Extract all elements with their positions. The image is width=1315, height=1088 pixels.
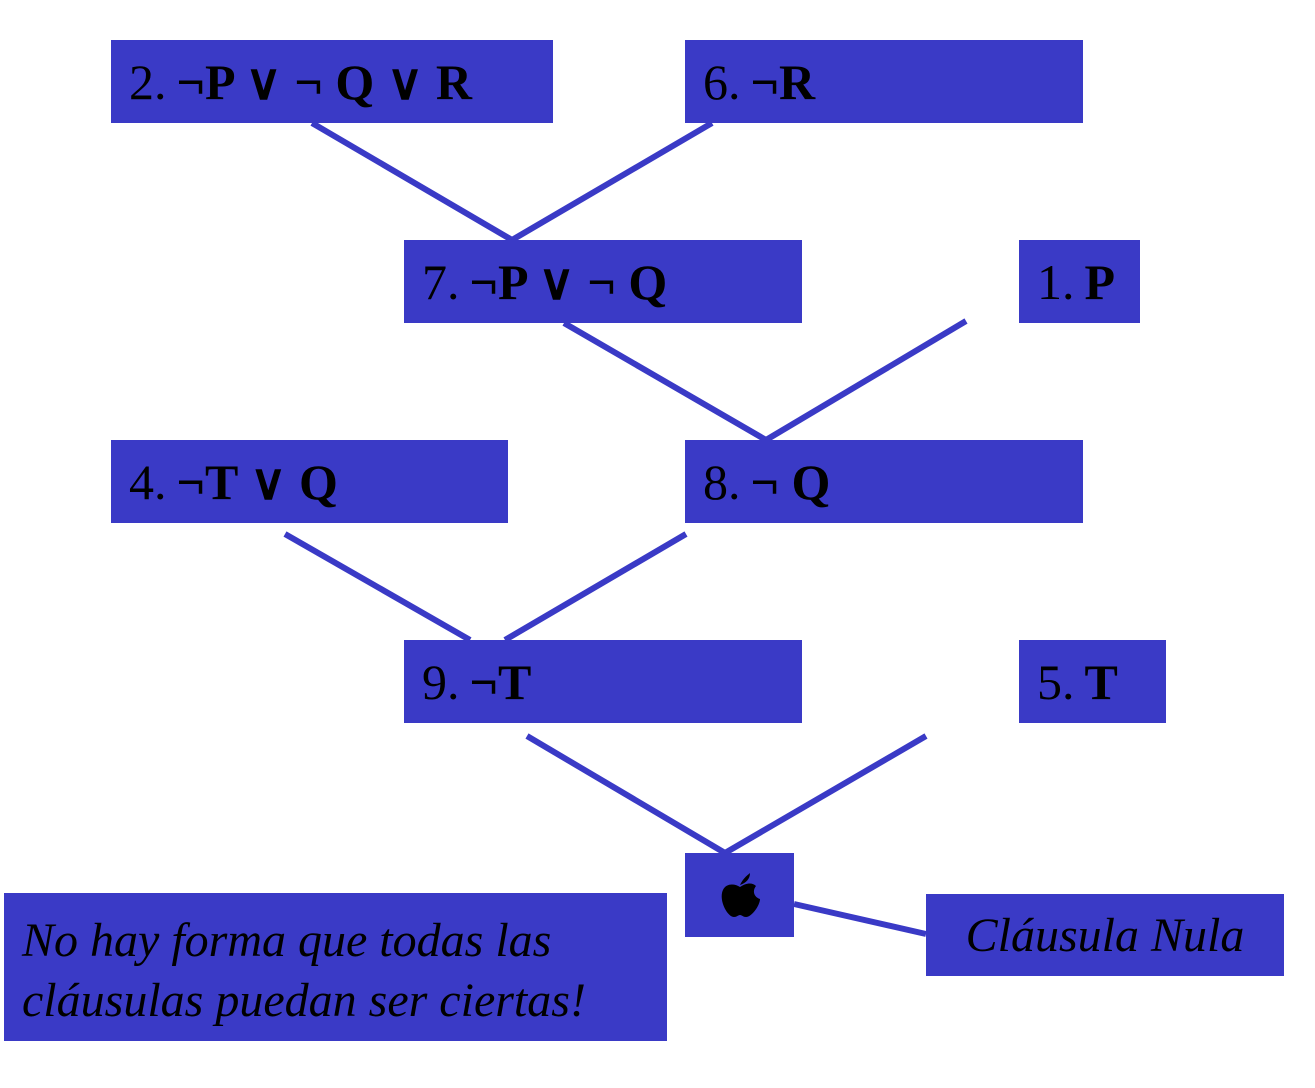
clause-7: 7. ¬P ∨ ¬ Q (404, 240, 802, 323)
clause-4: 4. ¬T ∨ Q (111, 440, 508, 523)
clause-expression: ¬T (469, 653, 532, 710)
conclusion-note: No hay forma que todas las cláusulas pue… (4, 893, 667, 1041)
edge-c8-to-c9 (503, 531, 688, 643)
clause-expression: ¬T ∨ Q (176, 453, 338, 510)
edge-null-to-label (793, 901, 927, 937)
clause-expression: ¬P ∨ ¬ Q (469, 253, 668, 310)
clause-5: 5. T (1019, 640, 1166, 723)
clause-number: 4. (129, 453, 167, 510)
edge-c6-to-c7 (510, 120, 714, 243)
null-clause-label: Cláusula Nula (926, 894, 1284, 976)
edge-c1-to-c8 (764, 318, 968, 443)
clause-number: 2. (129, 53, 167, 110)
clause-2: 2. ¬P ∨ ¬ Q ∨ R (111, 40, 553, 123)
clause-1: 1. P (1019, 240, 1140, 323)
clause-expression: ¬P ∨ ¬ Q ∨ R (176, 53, 472, 110)
clause-expression: T (1084, 653, 1118, 710)
clause-number: 5. (1037, 653, 1075, 710)
edge-c5-to-null (723, 733, 928, 856)
clause-number: 6. (703, 53, 741, 110)
edge-c7-to-c8 (562, 320, 768, 443)
clause-number: 8. (703, 453, 741, 510)
edge-c4-to-c9 (283, 531, 472, 643)
clause-expression: ¬R (750, 53, 816, 110)
clause-8: 8. ¬ Q (685, 440, 1083, 523)
clause-6: 6. ¬R (685, 40, 1083, 123)
null-clause-label-text: Cláusula Nula (965, 908, 1245, 962)
null-clause (685, 853, 794, 937)
clause-number: 1. (1037, 253, 1075, 310)
edge-c9-to-null (525, 733, 727, 856)
apple-icon (721, 873, 760, 917)
note-line-2: cláusulas puedan ser ciertas! (22, 974, 586, 1027)
clause-number: 7. (422, 253, 460, 310)
clause-number: 9. (422, 653, 460, 710)
note-line-1: No hay forma que todas las (22, 914, 552, 967)
edge-c2-to-c7 (310, 120, 514, 243)
clause-expression: P (1084, 253, 1116, 310)
clause-9: 9. ¬T (404, 640, 802, 723)
clause-expression: ¬ Q (750, 453, 831, 510)
